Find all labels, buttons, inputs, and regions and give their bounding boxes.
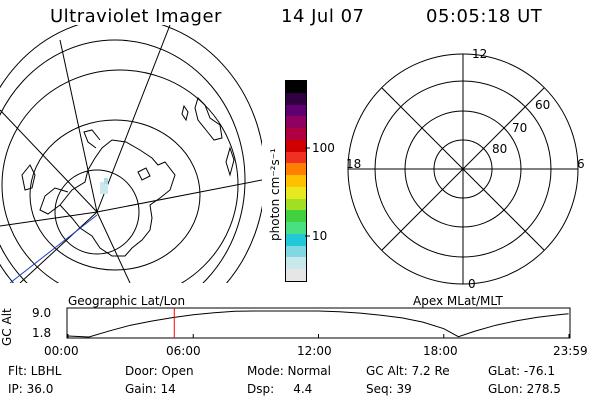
info-dsp: Dsp: 4.4 (247, 382, 313, 396)
mlt-label-6: 6 (577, 157, 585, 171)
meridian (96, 211, 131, 283)
colorbar-segment (286, 233, 306, 246)
colorbar-segment (286, 128, 306, 140)
right-panel-label: Apex MLat/MLT (413, 294, 503, 308)
coastline (181, 104, 189, 122)
time-label: 05:05:18 UT (426, 6, 543, 27)
mlat-label-70: 70 (512, 121, 528, 135)
coastline (59, 139, 176, 257)
info-ip: IP: 36.0 (8, 382, 54, 396)
meridian (19, 211, 98, 283)
colorbar-segment (286, 139, 306, 152)
date-label: 14 Jul 07 (281, 6, 365, 27)
mlat-label-80: 80 (492, 142, 508, 156)
altitude-series-line (67, 310, 569, 338)
colorbar-segment (286, 269, 306, 281)
lat-circle (29, 119, 201, 271)
colorbar (285, 80, 307, 282)
colorbar-segment (286, 257, 306, 270)
colorbar-segment (286, 210, 306, 223)
info-glon: GLon: 278.5 (488, 382, 561, 396)
info-gc-alt: GC Alt: 7.2 Re (366, 364, 450, 378)
meridian (96, 179, 262, 213)
info-door: Door: Open (125, 364, 194, 378)
info-seq: Seq: 39 (366, 382, 412, 396)
colorbar-segment (286, 186, 306, 199)
coastline (21, 164, 36, 191)
mlt-label-12: 12 (472, 47, 488, 61)
x-tick-label-12: 12:00 (297, 344, 332, 358)
coastline (137, 167, 151, 181)
meridian (96, 25, 171, 213)
colorbar-segment (286, 222, 306, 234)
uv-emission (104, 178, 108, 184)
x-tick-label-6: 06:00 (166, 344, 201, 358)
terminator-line (9, 214, 98, 283)
info-flt: Flt: LBHL (8, 364, 62, 378)
y-tick-label-9: 9.0 (32, 306, 52, 320)
polar-plot (347, 53, 579, 285)
instrument-title: Ultraviolet Imager (50, 6, 222, 27)
coastline (194, 97, 223, 141)
x-tick-label-0: 00:00 (44, 344, 79, 358)
colorbar-segment (286, 80, 306, 93)
colorbar-segment (286, 151, 306, 164)
y-tick-label-1.8: 1.8 (32, 326, 52, 340)
mlt-line (379, 85, 547, 253)
colorbar-segment (286, 175, 306, 187)
info-glat: GLat: -76.1 (488, 364, 555, 378)
mlat-label-60: 60 (535, 98, 551, 112)
colorbar-segment (286, 245, 306, 258)
info-gain: Gain: 14 (125, 382, 176, 396)
x-tick-label-18: 18:00 (423, 344, 458, 358)
coastline (225, 146, 235, 177)
coastline (83, 129, 101, 149)
info-mode: Mode: Normal (247, 364, 331, 378)
meridian (59, 39, 98, 213)
altitude-axis-label: GC Alt (0, 308, 14, 346)
colorbar-segment (286, 116, 306, 129)
lat-circle (0, 39, 246, 283)
colorbar-segment (286, 198, 306, 211)
colorbar-segment (286, 163, 306, 176)
uv-emission (100, 182, 108, 194)
left-panel-label: Geographic Lat/Lon (68, 294, 186, 308)
lat-circle (54, 169, 140, 255)
coastline (39, 187, 69, 215)
colorbar-segment (286, 104, 306, 117)
x-tick-label-24: 23:59 (553, 344, 588, 358)
mlt-label-0: 0 (468, 277, 476, 291)
meridian (0, 211, 98, 227)
colorbar-tick-label-100: 100 (312, 141, 335, 155)
colorbar-tick-label-10: 10 (312, 229, 328, 243)
colorbar-segment (286, 92, 306, 105)
meridian (0, 109, 98, 213)
mlt-label-18: 18 (346, 157, 362, 171)
